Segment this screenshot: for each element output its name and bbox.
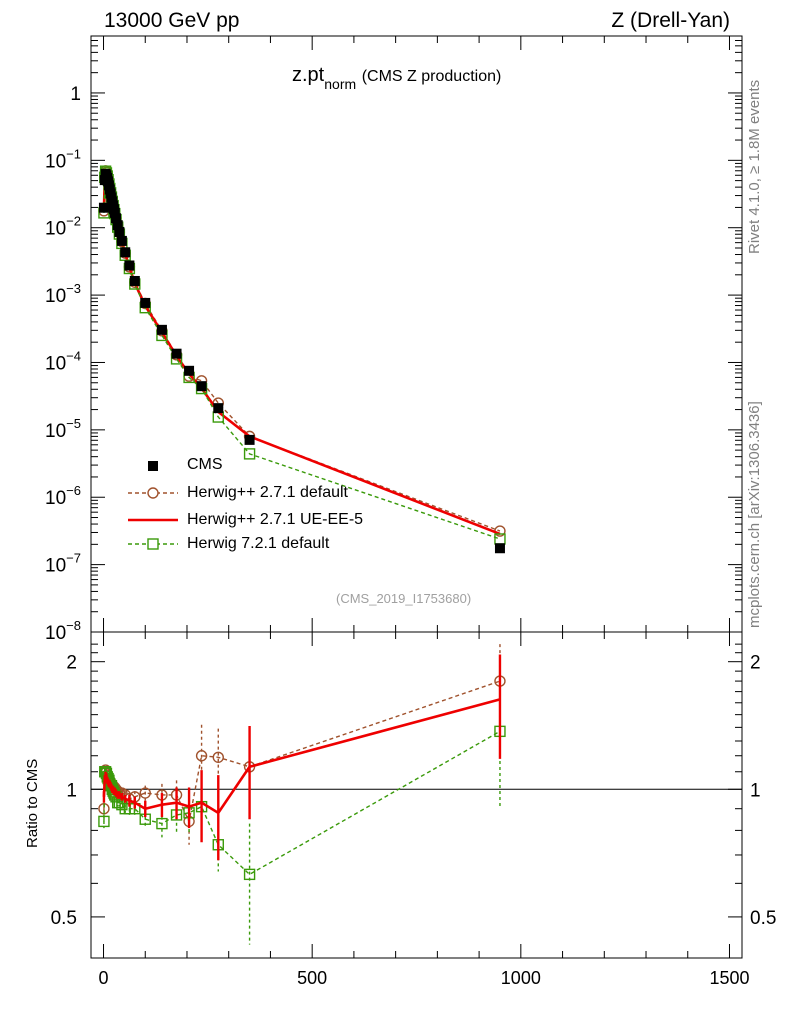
legend-marker-cms xyxy=(148,461,158,471)
data-point-cms xyxy=(244,434,255,445)
ratio-plot: 0 500 1000 1500 2 2 1 1 0.5 0.5 xyxy=(51,631,776,988)
ratio-line-herwigpp_ueee5 xyxy=(102,698,501,815)
x-tick-label: 1000 xyxy=(501,968,541,988)
rivet-version-label: Rivet 4.1.0, ≥ 1.8M events xyxy=(746,79,763,254)
ratio-point-herwigpp_default xyxy=(139,787,151,799)
ratio-data xyxy=(98,644,506,945)
y-tick-label: 10−5 xyxy=(45,416,81,442)
data-point-cms xyxy=(196,381,207,392)
legend-label-herwigpp-default: Herwig++ 2.7.1 default xyxy=(187,484,348,501)
legend-label-herwig721: Herwig 7.2.1 default xyxy=(187,535,330,552)
x-tick-label: 500 xyxy=(297,968,327,988)
data-point-cms xyxy=(114,226,125,237)
ratio-point-herwig721 xyxy=(156,817,168,830)
main-data xyxy=(98,165,506,554)
ratio-point-herwigpp_default xyxy=(195,750,208,762)
ratio-frame xyxy=(90,631,743,959)
process-label: Z (Drell-Yan) xyxy=(611,9,730,32)
plot-title: z.ptnorm (CMS Z production) xyxy=(292,64,501,92)
data-point-cms xyxy=(140,297,151,308)
analysis-tag: (CMS_2019_I1753680) xyxy=(336,591,472,606)
series-line-herwigpp_ueee5 xyxy=(102,166,501,536)
ratio-point-herwig721 xyxy=(98,815,110,828)
legend-label-herwigpp-ueee5: Herwig++ 2.7.1 UE-EE-5 xyxy=(187,511,364,528)
x-tick-label: 1500 xyxy=(709,968,749,988)
legend-label-cms: CMS xyxy=(187,456,223,473)
title-main: z.pt xyxy=(292,64,325,86)
mcplots-source-label: mcplots.cern.ch [arXiv:1306.3436] xyxy=(746,401,763,628)
data-point-cms xyxy=(124,260,135,271)
data-point-cms xyxy=(171,348,182,359)
title-subscript: norm xyxy=(324,76,357,92)
x-tick-label: 0 xyxy=(99,968,109,988)
series-line-herwigpp_default xyxy=(103,168,501,532)
data-point-cms xyxy=(184,365,195,376)
ratio-point-herwigpp_default xyxy=(212,751,224,763)
data-point-herwig721 xyxy=(243,448,256,460)
ratio-y-tick-label-right: 2 xyxy=(750,653,761,674)
y-tick-label: 10−7 xyxy=(45,551,81,577)
main-plot: 1 10−1 10−2 10−3 10−4 10−5 10−6 10−7 10−8 xyxy=(45,35,743,644)
ratio-point-herwig721 xyxy=(243,868,256,881)
data-point-cms xyxy=(213,403,224,414)
ratio-y-tick-label-right: 0.5 xyxy=(750,908,776,929)
energy-label: 13000 GeV pp xyxy=(104,9,240,32)
ratio-y-tick-label: 0.5 xyxy=(51,908,77,929)
data-point-cms xyxy=(494,543,505,554)
legend xyxy=(128,461,178,550)
ratio-y-tick-label-right: 1 xyxy=(750,780,761,801)
ratio-axis-label: Ratio to CMS xyxy=(24,758,41,848)
ratio-y-tick-label: 2 xyxy=(66,653,77,674)
data-point-cms xyxy=(111,213,122,224)
y-tick-label: 10−3 xyxy=(45,281,81,307)
ratio-y-tick-label: 1 xyxy=(66,780,77,801)
data-point-cms xyxy=(112,220,123,231)
y-tick-label: 10−1 xyxy=(45,146,81,172)
title-suffix: (CMS Z production) xyxy=(361,68,502,85)
data-point-cms xyxy=(129,275,140,286)
legend-marker-herwigpp-default xyxy=(147,487,159,499)
data-point-cms xyxy=(156,324,167,335)
y-tick-label: 10−8 xyxy=(45,618,81,644)
legend-marker-herwig721 xyxy=(147,538,159,550)
data-point-cms xyxy=(98,202,109,213)
y-tick-label: 10−6 xyxy=(45,483,81,509)
y-tick-label: 10−2 xyxy=(45,214,81,240)
data-point-cms xyxy=(109,207,120,218)
data-point-cms xyxy=(120,247,131,258)
data-point-cms xyxy=(116,235,127,246)
y-tick-label: 1 xyxy=(70,84,81,105)
y-tick-label: 10−4 xyxy=(45,348,81,374)
